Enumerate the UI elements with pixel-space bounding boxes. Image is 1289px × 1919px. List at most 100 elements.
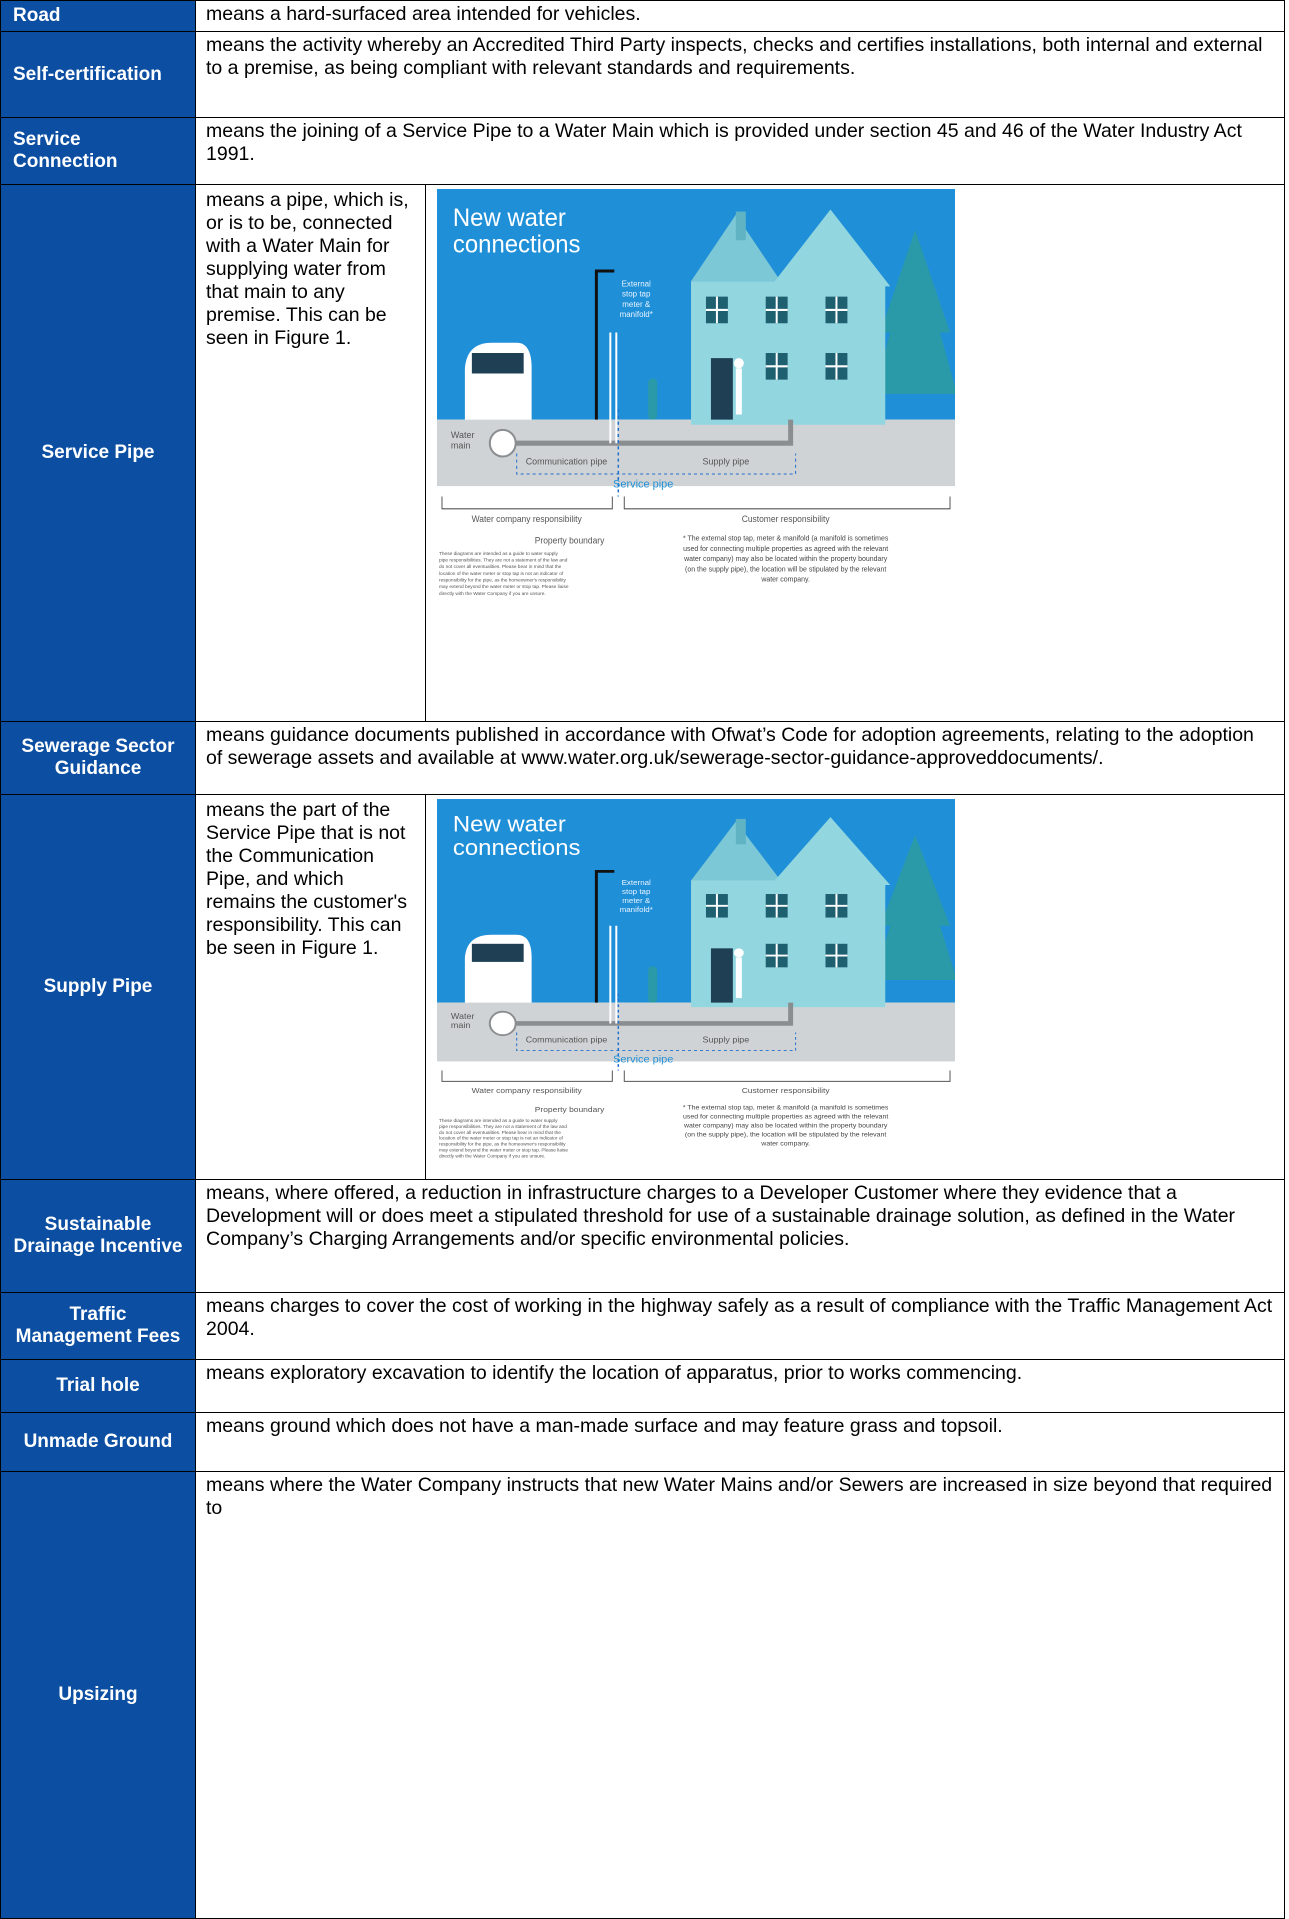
footnote: used for connecting multiple properties …: [683, 546, 888, 553]
chimney: [735, 211, 746, 241]
water-company-label: Water company responsibility: [472, 514, 583, 524]
panel: [437, 486, 955, 599]
window-frame: [765, 894, 788, 918]
pipe: [514, 1002, 794, 1026]
tree: [873, 230, 957, 394]
water-main: [488, 1010, 517, 1037]
stop-tap: [609, 925, 618, 1024]
stop-tap: [609, 332, 618, 444]
table-row: Service Connection means the joining of a…: [1, 118, 1285, 185]
disclaimer: directly with the Water Company if you a…: [439, 591, 546, 597]
disclaimer: These diagrams are intended as a guide t…: [439, 551, 558, 557]
definition-cell: means a pipe, which is, or is to be, con…: [196, 185, 1285, 721]
service-pipe-label: Service pipe: [613, 1055, 673, 1065]
table-row: Upsizing means where the Water Company in…: [1, 1472, 1285, 1919]
water-company-label: Water company responsibility: [472, 1086, 583, 1095]
person: [735, 957, 742, 999]
term-cell: Supply Pipe: [1, 795, 196, 1179]
definition-cell: means ground which does not have a man-m…: [196, 1413, 1285, 1471]
table-row: Service Pipe means a pipe, which is, or i…: [1, 185, 1285, 722]
disclaimer: may extend beyond the water meter or sto…: [439, 1148, 569, 1153]
door: [710, 948, 733, 1003]
person: [735, 368, 742, 415]
disclaimer: responsibility for the pipe, as the home…: [439, 578, 567, 584]
definition-text: means a pipe, which is, or is to be, con…: [196, 185, 426, 721]
communication-pipe-label: Communication pipe: [526, 1035, 608, 1045]
car-window: [471, 943, 524, 962]
pipe: [514, 419, 794, 446]
disclaimer: responsibility for the pipe, as the home…: [439, 1142, 566, 1147]
lamp-post: [594, 269, 615, 420]
definition-cell: means the activity whereby an Accredited…: [196, 32, 1285, 117]
gable: [770, 817, 891, 885]
definition-cell: means a hard-surfaced area intended for …: [196, 1, 1285, 31]
definition-cell: means, where offered, a reduction in inf…: [196, 1180, 1285, 1292]
lamp-post: [594, 870, 615, 1003]
table-row: Self-certification means the activity whe…: [1, 32, 1285, 118]
table-row: Unmade Ground means ground which does not…: [1, 1413, 1285, 1472]
water-main-label: Water: [451, 430, 475, 440]
disclaimer: do not cover all eventualities. Please b…: [439, 1130, 561, 1135]
supply-pipe-label: Supply pipe: [703, 1035, 750, 1045]
ground: [437, 1002, 955, 1062]
responsibility-brackets: [441, 496, 951, 510]
footnote: * The external stop tap, meter & manifol…: [683, 1105, 889, 1112]
stop-tap-label: manifold*: [620, 905, 653, 914]
definition-cell: means exploratory excavation to identify…: [196, 1360, 1285, 1412]
term-cell: Trial hole: [1, 1360, 196, 1412]
bush: [648, 378, 658, 420]
term-cell: Sustainable Drainage Incentive: [1, 1180, 196, 1292]
disclaimer: pipe responsibilities. They are not a st…: [439, 1124, 567, 1129]
ground: [437, 419, 955, 487]
stop-tap-label: manifold*: [620, 310, 654, 319]
service-pipe-label: Service pipe: [613, 478, 673, 490]
disclaimer: pipe responsibilities. They are not a st…: [439, 558, 568, 564]
window-frame: [765, 296, 788, 324]
window-frame: [765, 353, 788, 380]
definition-cell: means where the Water Company instructs …: [196, 1472, 1285, 1918]
table-row: Sustainable Drainage Incentive means, whe…: [1, 1180, 1285, 1293]
footnote: used for connecting multiple properties …: [683, 1114, 888, 1121]
window-frame: [825, 296, 848, 324]
customer-label: Customer responsibility: [742, 1086, 831, 1095]
footnote: * The external stop tap, meter & manifol…: [683, 536, 889, 543]
stop-tap-label: External: [622, 878, 652, 887]
roof: [691, 821, 781, 881]
window-frame: [825, 353, 848, 380]
disclaimer: location of the water meter or stop tap …: [439, 571, 564, 577]
stop-tap-label: meter &: [622, 300, 650, 309]
water-main-label: main: [451, 440, 470, 450]
term-cell: Service Connection: [1, 118, 196, 184]
footnote: water company) may also be located withi…: [683, 556, 888, 563]
roof: [691, 214, 781, 282]
term-cell: Unmade Ground: [1, 1413, 196, 1471]
footnote: water company) may also be located withi…: [683, 1123, 888, 1130]
disclaimer: do not cover all eventualities. Please b…: [439, 564, 562, 570]
definition-cell: means charges to cover the cost of worki…: [196, 1293, 1285, 1359]
term-cell: Upsizing: [1, 1472, 196, 1918]
water-main-label: Water: [451, 1011, 475, 1021]
definition-text: means the part of the Service Pipe that …: [196, 795, 426, 1179]
stop-tap-label: stop tap: [622, 290, 651, 299]
person-head: [733, 948, 744, 958]
term-cell: Road: [1, 1, 196, 31]
disclaimer: may extend beyond the water meter or sto…: [439, 584, 569, 590]
person-head: [733, 358, 744, 369]
stop-tap-label: External: [622, 279, 651, 288]
definition-cell: means the joining of a Service Pipe to a…: [196, 118, 1285, 184]
bush: [648, 966, 658, 1003]
definition-cell: means guidance documents published in ac…: [196, 722, 1285, 794]
term-cell: Sewerage Sector Guidance: [1, 722, 196, 794]
gable: [770, 209, 891, 287]
stop-tap-label: meter &: [622, 896, 650, 905]
disclaimer: These diagrams are intended as a guide t…: [439, 1118, 558, 1123]
property-boundary-label: Property boundary: [535, 536, 605, 546]
window-frame: [765, 943, 788, 968]
water-main: [488, 428, 517, 458]
stop-tap-label: stop tap: [622, 887, 650, 896]
disclaimer: directly with the Water Company if you a…: [439, 1154, 545, 1159]
figure-cell: New water connections External stop tap mete…: [426, 185, 1284, 721]
